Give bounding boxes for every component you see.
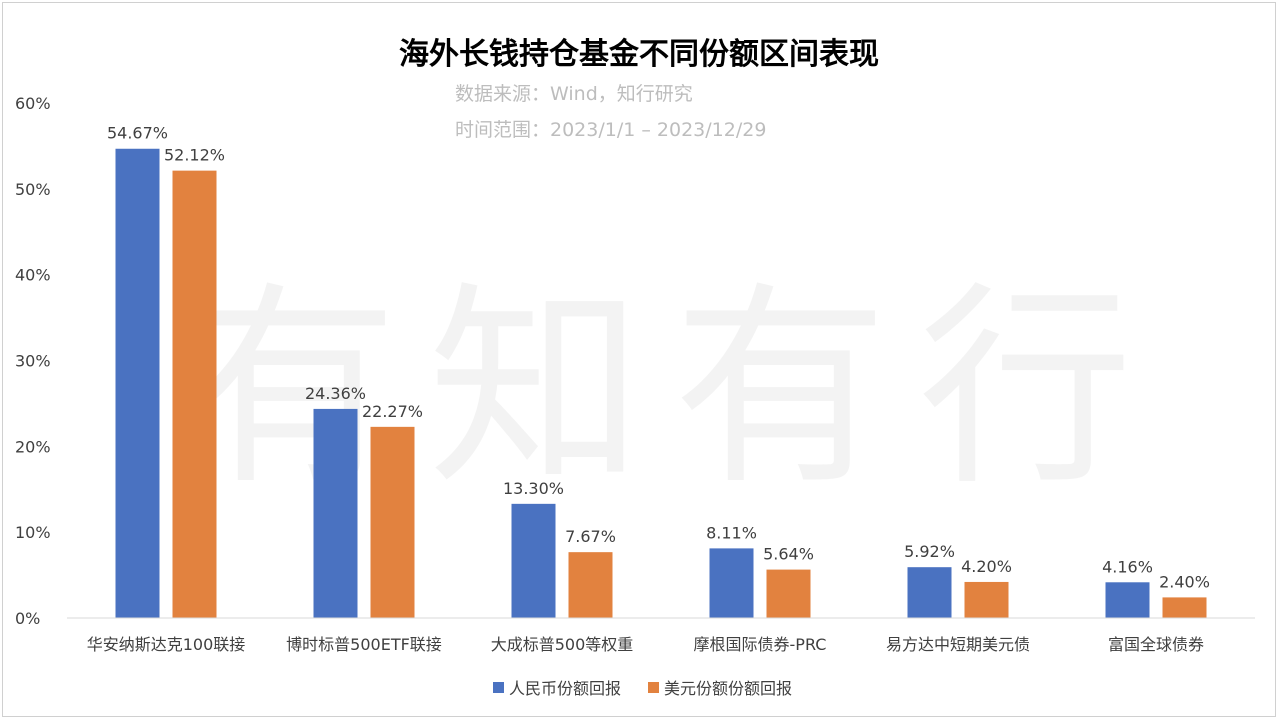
bar-rmb: [1105, 582, 1150, 618]
bar-rmb: [313, 408, 358, 618]
data-label: 54.67%: [107, 124, 168, 143]
data-label: 24.36%: [305, 384, 366, 403]
data-label: 2.40%: [1159, 572, 1210, 591]
x-tick-label: 易方达中短期美元债: [886, 635, 1030, 654]
data-label: 7.67%: [565, 527, 616, 546]
y-tick-label: 40%: [15, 266, 51, 285]
bar-rmb: [115, 148, 160, 619]
legend-label: 美元份额份额回报: [664, 679, 792, 698]
x-tick-label: 摩根国际债券-PRC: [694, 635, 827, 654]
y-tick-label: 20%: [15, 437, 51, 456]
x-tick-label: 华安纳斯达克100联接: [87, 635, 246, 654]
legend-label: 人民币份额回报: [509, 679, 621, 698]
bar-usd: [964, 581, 1009, 618]
data-label: 8.11%: [706, 523, 757, 542]
data-label: 5.92%: [904, 542, 955, 561]
bar-chart: 有知有行 海外长钱持仓基金不同份额区间表现 数据来源：Wind，知行研究 时间范…: [15, 37, 1255, 698]
data-label: 5.64%: [763, 545, 814, 564]
y-tick-label: 60%: [15, 94, 51, 113]
bar-rmb: [907, 567, 952, 618]
bar-rmb: [511, 503, 556, 618]
y-tick-label: 10%: [15, 523, 51, 542]
bar-usd: [370, 426, 415, 618]
bar-usd: [172, 170, 217, 619]
legend-swatch-usd: [648, 682, 659, 693]
bar-usd: [568, 552, 613, 618]
bar-usd: [1162, 597, 1207, 618]
bars-group: 54.67% 52.12% 24.36%22.27% 13.30% 7.67% 8.11%…: [107, 124, 1210, 619]
data-label: 4.20%: [961, 557, 1012, 576]
x-tick-label: 富国全球债券: [1108, 635, 1204, 654]
data-label: 4.16%: [1102, 557, 1153, 576]
x-tick-label: 博时标普500ETF联接: [286, 635, 442, 654]
data-label: 13.30%: [503, 479, 564, 498]
x-axis: 华安纳斯达克100联接 博时标普500ETF联接 大成标普500等权重 摩根国际债券-…: [87, 635, 1204, 654]
data-label: 22.27%: [362, 402, 423, 421]
legend-swatch-rmb: [493, 682, 504, 693]
y-tick-label: 0%: [15, 609, 40, 628]
y-axis: 0% 10% 20% 30% 40% 50% 60%: [15, 94, 51, 628]
source-note: 数据来源：Wind，知行研究: [455, 83, 693, 105]
data-label: 52.12%: [164, 146, 225, 165]
chart-title: 海外长钱持仓基金不同份额区间表现: [399, 37, 879, 72]
y-tick-label: 30%: [15, 352, 51, 371]
legend: 人民币份额回报 美元份额份额回报: [493, 679, 792, 698]
x-tick-label: 大成标普500等权重: [491, 635, 634, 654]
period-note: 时间范围：2023/1/1 – 2023/12/29: [455, 119, 766, 141]
bar-rmb: [709, 548, 754, 618]
bar-usd: [766, 569, 811, 618]
y-tick-label: 50%: [15, 180, 51, 199]
